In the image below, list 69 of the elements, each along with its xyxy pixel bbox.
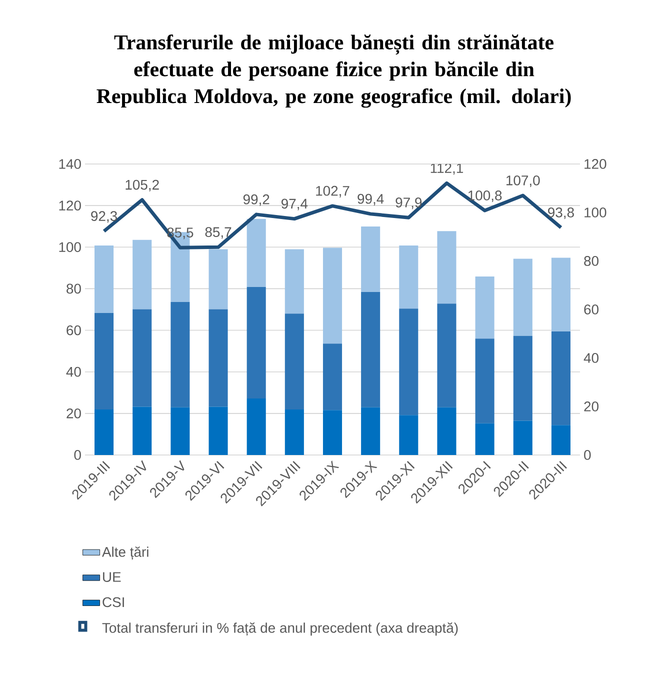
legend-label: Alte țări [102, 546, 148, 560]
y2-tick-label: 100 [584, 208, 606, 218]
y-tick-label: 20 [66, 408, 81, 418]
bar [361, 226, 380, 292]
bar [132, 309, 152, 407]
data-label: 97,9 [396, 198, 422, 210]
bar [399, 245, 418, 309]
bar [322, 248, 342, 344]
data-label: 97,4 [282, 198, 308, 210]
data-label: 105,2 [126, 180, 159, 192]
data-label: 99,2 [243, 194, 270, 206]
y2-tick-label: 40 [584, 353, 598, 363]
bar [361, 292, 380, 408]
bar [513, 420, 532, 455]
bar [170, 407, 190, 455]
legend-label: Total transferuri in % față de anul precedent (axa dreaptă) [102, 622, 458, 636]
bar [475, 338, 494, 424]
y-tick-label: 0 [74, 450, 81, 460]
bar [322, 344, 342, 410]
bar [551, 425, 570, 455]
y-tick-label: 40 [66, 366, 81, 377]
bar [361, 407, 380, 455]
y2-tick-label: 60 [584, 304, 598, 314]
bar [551, 258, 570, 332]
bar [284, 314, 304, 410]
data-label: 99,4 [358, 194, 384, 206]
bar [170, 302, 190, 408]
y-tick-label: 60 [66, 325, 81, 336]
bar [246, 218, 266, 288]
y-tick-label: 80 [66, 284, 81, 294]
bar [551, 331, 570, 426]
data-label: 85,7 [205, 227, 232, 239]
bar [437, 407, 456, 455]
data-label: 102,7 [316, 186, 350, 198]
y2-tick-label: 120 [584, 159, 606, 169]
bar [284, 249, 304, 314]
bar [246, 398, 266, 455]
bar [94, 245, 114, 314]
y2-tick-label: 80 [584, 256, 598, 266]
bar [208, 406, 228, 455]
data-label: 92,3 [91, 211, 117, 223]
y2-tick-label: 20 [584, 402, 598, 412]
legend-label: CSI [102, 597, 124, 608]
data-label: 100,8 [468, 190, 502, 202]
bar [132, 240, 152, 310]
bar [437, 304, 456, 408]
bar [399, 415, 418, 455]
bar [475, 423, 494, 455]
bar [94, 409, 114, 455]
bar [399, 308, 418, 416]
bar [322, 410, 342, 455]
bar [208, 309, 228, 407]
data-label: 107,0 [506, 175, 540, 188]
bar [513, 258, 532, 336]
y-tick-label: 100 [59, 242, 81, 252]
legend-label: UE [103, 572, 121, 582]
bar [246, 287, 266, 398]
bar [475, 276, 494, 339]
bar [132, 406, 152, 455]
chart-title: Transferurile de mijloace bănești din străinătate efectuate de persoane fizice prin băncile din Republica Moldova, pe zone geografice (mil. dolari) [96, 34, 571, 108]
bar [94, 313, 114, 410]
y-tick-label: 140 [59, 159, 81, 169]
data-label: 93,8 [548, 207, 574, 220]
y2-tick-label: 0 [584, 450, 591, 460]
bar [513, 336, 532, 421]
bar [437, 231, 456, 304]
bar [208, 249, 228, 310]
bar [284, 409, 304, 455]
y-tick-label: 120 [59, 200, 81, 211]
